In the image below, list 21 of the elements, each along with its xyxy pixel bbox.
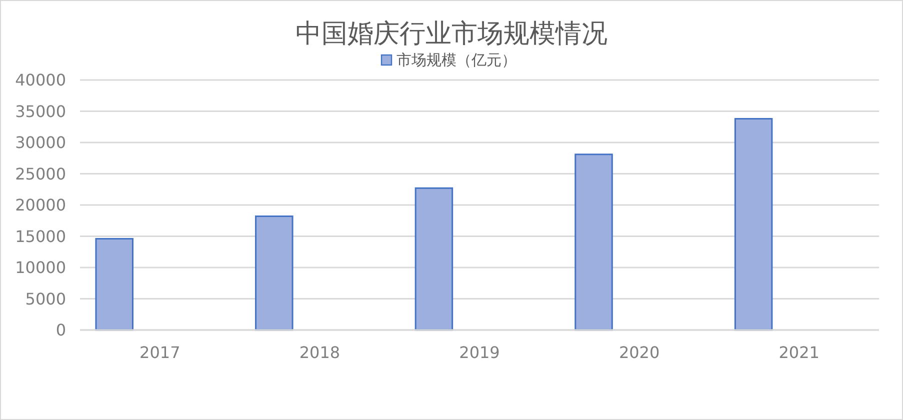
y-tick-label: 40000 bbox=[15, 70, 66, 90]
y-tick-label: 20000 bbox=[15, 196, 66, 215]
y-tick-label: 0 bbox=[56, 320, 66, 340]
y-tick-label: 10000 bbox=[15, 258, 66, 278]
bar bbox=[255, 216, 294, 331]
y-tick-label: 30000 bbox=[15, 133, 66, 152]
x-tick-label: 2019 bbox=[459, 343, 500, 362]
bar bbox=[414, 187, 454, 331]
legend-label: 市场规模（亿元） bbox=[396, 51, 516, 69]
bar bbox=[95, 238, 134, 331]
x-tick-label: 2020 bbox=[618, 343, 660, 362]
x-tick-label: 2018 bbox=[299, 343, 340, 362]
bar bbox=[734, 118, 773, 331]
bar bbox=[574, 154, 613, 331]
y-tick-label: 15000 bbox=[15, 226, 66, 246]
x-tick-label: 2017 bbox=[140, 343, 180, 362]
y-tick-label: 25000 bbox=[15, 164, 66, 184]
y-tick-label: 35000 bbox=[15, 102, 66, 121]
y-tick-label: 5000 bbox=[25, 289, 66, 308]
x-tick-label: 2021 bbox=[778, 343, 820, 362]
chart-title: 中国婚庆行业市场规模情况 bbox=[296, 19, 608, 49]
